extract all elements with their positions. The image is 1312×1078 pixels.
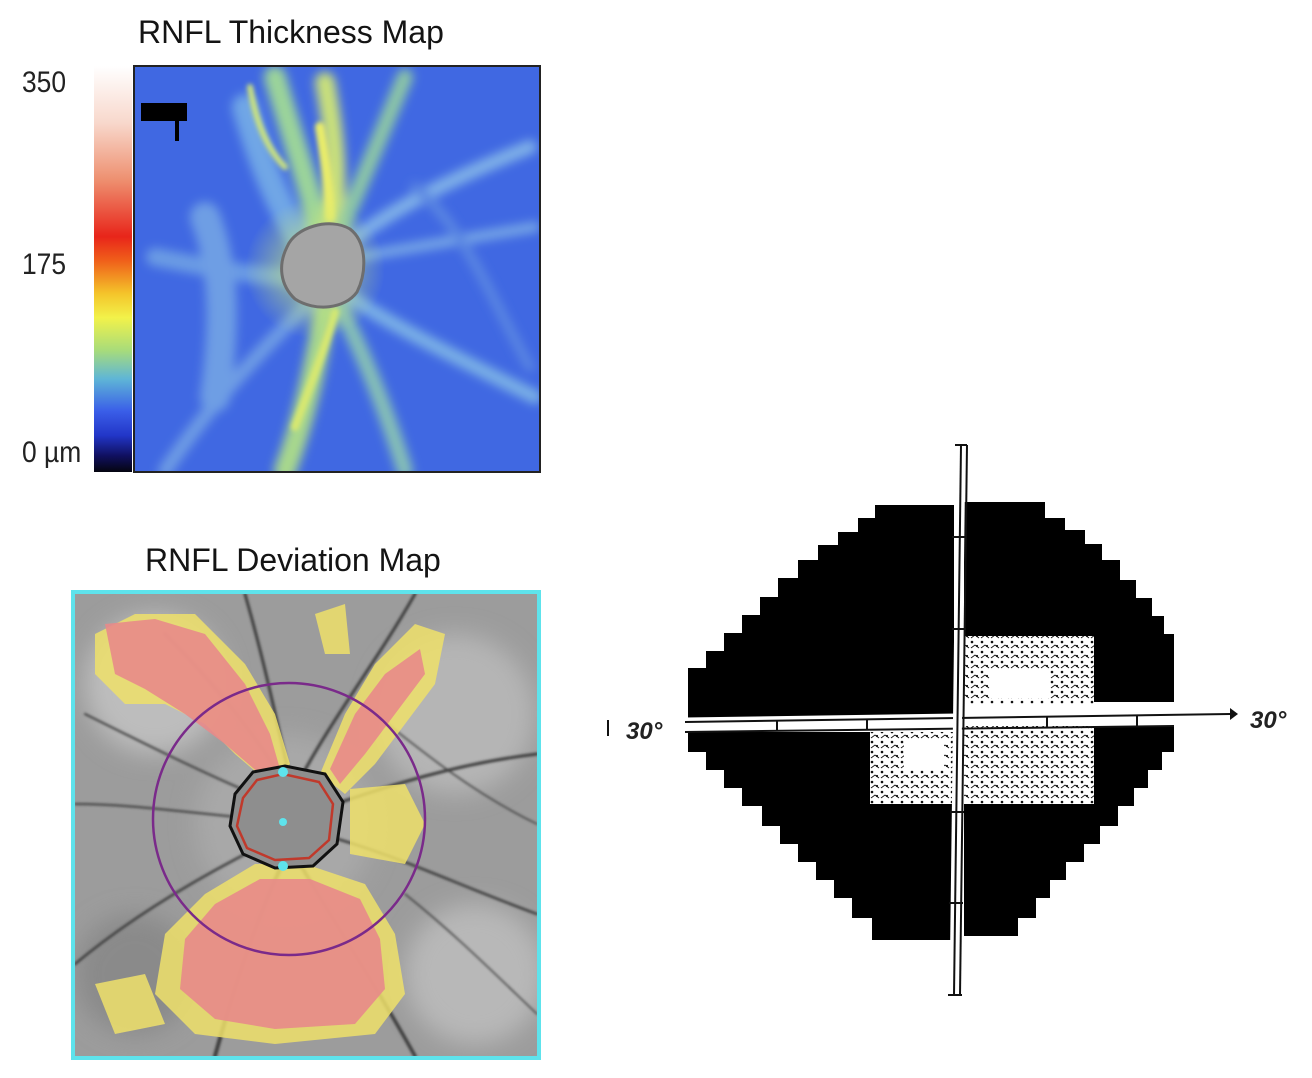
scale-mid-label: 175 [22, 248, 67, 281]
scale-max-label: 350 [22, 66, 67, 99]
thickness-map-image [135, 67, 539, 471]
rnfl-thickness-map [133, 65, 541, 473]
visual-field-left-label: 30° [626, 718, 663, 745]
relative-defect-lower [964, 726, 1094, 804]
visual-field-axes [607, 444, 1238, 996]
thickness-color-scale-bar [94, 66, 132, 472]
rnfl-deviation-map [71, 590, 541, 1060]
deviation-map-image [75, 594, 537, 1056]
visual-field-plot [600, 440, 1312, 1020]
scale-min-label: 0 µm [22, 436, 82, 469]
thickness-map-title: RNFL Thickness Map [138, 14, 444, 50]
scan-marker [141, 103, 187, 121]
deviation-map-title: RNFL Deviation Map [145, 542, 441, 578]
visual-field-right-label: 30° [1250, 707, 1287, 734]
scan-circle [151, 681, 427, 957]
cup-disc-outline [228, 764, 345, 870]
optic-disc [280, 222, 366, 309]
visual-field-image [607, 444, 1238, 996]
